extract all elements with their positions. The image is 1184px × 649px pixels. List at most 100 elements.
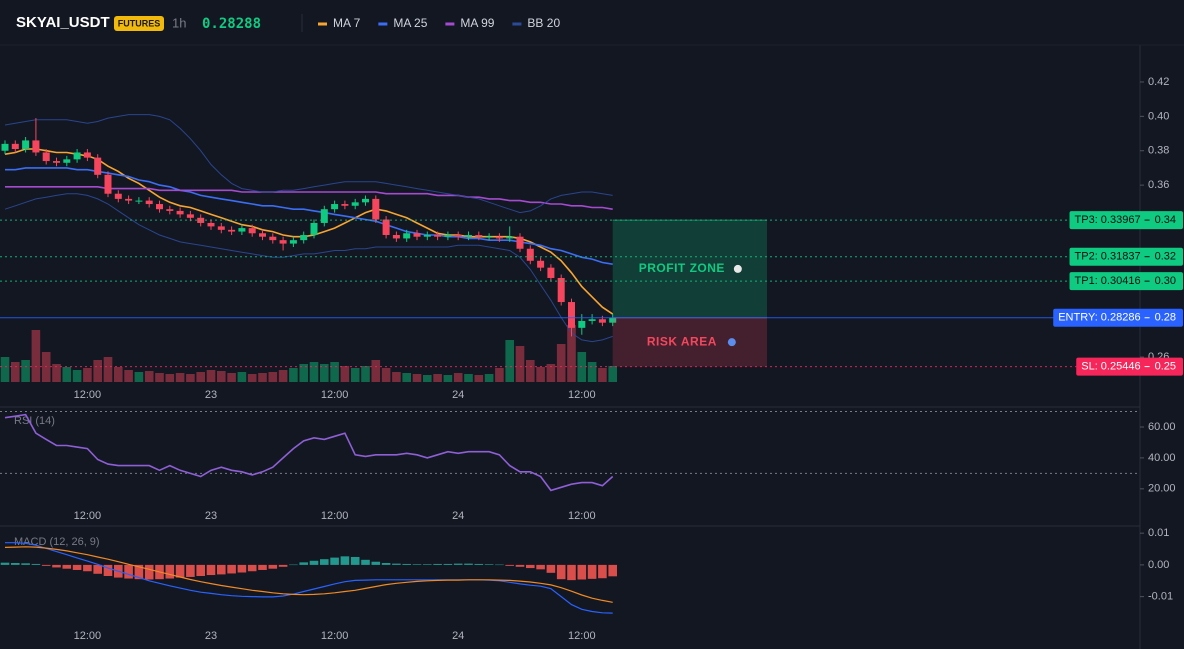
macd-histogram-bar [608,564,617,577]
y-tick-label: 0.42 [1148,76,1169,88]
macd-histogram-bar [320,559,329,565]
x-tick-label: 23 [205,630,217,642]
level-label: TP2: 0.31837 [1075,251,1141,263]
volume-bar [412,374,422,382]
volume-bar [423,375,432,382]
y-tick-label: 40.00 [1148,452,1176,464]
level-label: TP1: 0.30416 [1075,275,1141,287]
macd-histogram-bar [330,557,339,565]
level-price: 0.34 [1155,214,1176,226]
candle-body [248,228,256,234]
macd-histogram-bar [196,564,205,576]
macd-histogram-bar [577,564,587,580]
macd-histogram-bar [567,564,576,581]
macd-histogram-bar [381,562,391,565]
macd-histogram-bar [423,564,432,565]
x-tick-label: 12:00 [321,630,349,642]
volume-bar [598,368,607,382]
x-tick-label: 12:00 [568,630,596,642]
candle-body [526,248,534,261]
legend-label: MA 25 [393,16,427,30]
volume-bar [134,372,144,382]
macd-histogram-bar [556,564,566,580]
volume-bar [381,368,391,382]
candle-body [279,240,287,244]
candle-body [413,233,421,237]
candle-body [238,228,246,232]
macd-histogram-bar [278,564,288,567]
candle-body [588,319,596,321]
volume-bar [247,374,257,382]
candle-body [135,200,143,202]
macd-histogram-bar [52,564,61,568]
y-tick-label: 0.01 [1148,527,1169,539]
macd-histogram-bar [371,561,381,565]
macd-histogram-bar [433,563,442,565]
candle-body [22,140,30,150]
volume-bar [114,367,123,382]
macd-histogram-bar [412,564,422,565]
candle-body [537,260,545,268]
candle-body [186,214,194,218]
macd-histogram-bar [392,563,401,565]
volume-bar [124,370,133,382]
volume-bar [361,366,370,382]
y-tick-label: 0.38 [1148,145,1169,157]
candle-body [145,200,153,205]
candle-body [465,234,472,237]
candle-body [217,226,225,230]
level-label: SL: 0.25446 [1081,361,1140,373]
macd-histogram-bar [515,564,525,567]
candle-body [516,236,524,249]
macd-histogram-bar [350,556,360,565]
x-tick-label: 23 [205,389,217,401]
volume-bar [608,366,617,382]
candle-body [53,161,60,163]
level-label-bg [1069,247,1183,266]
candle-body [310,222,318,235]
volume-bar [474,375,484,382]
interval[interactable]: 1h [172,15,186,30]
legend: MA 7 MA 25 MA 99 BB 20 [318,16,560,30]
volume-bar [165,374,175,382]
candle-body [42,152,50,162]
volume-bar [268,372,278,382]
y-tick-label: 0.36 [1148,179,1169,191]
candle-body [228,229,236,232]
macd-histogram-bar [443,563,453,565]
signal-line [4,546,613,603]
x-tick-label: 24 [452,389,464,401]
volume-bar [515,346,525,382]
volume-bar [237,372,247,382]
candle-body [475,234,483,237]
volume-bar [350,368,360,382]
candle-body [166,209,174,211]
volume-bar [309,362,319,382]
macd-histogram-bar [546,564,556,573]
volume-bar [495,368,504,382]
candle-body [259,233,266,237]
macd-histogram-bar [144,564,154,580]
zone-label: PROFIT ZONE [639,261,725,275]
candle-body [125,198,133,201]
macd-histogram-bar [21,563,30,565]
candle-body [454,234,462,237]
zone-icon [733,264,742,273]
candle-body [362,198,369,203]
candle-body [423,234,431,237]
volume-bar [196,372,205,382]
candle-body [557,277,565,303]
volume-bar [144,371,154,382]
y-tick-label: 20.00 [1148,483,1176,495]
macd-histogram-bar [484,564,494,565]
volume-bar [371,360,381,382]
macd-histogram-bar [474,563,484,565]
candle-body [372,198,380,220]
macd-histogram-bar [217,564,226,575]
candle-body [320,209,328,223]
legend-label: MA 99 [460,16,494,30]
macd-histogram-bar [536,564,545,570]
